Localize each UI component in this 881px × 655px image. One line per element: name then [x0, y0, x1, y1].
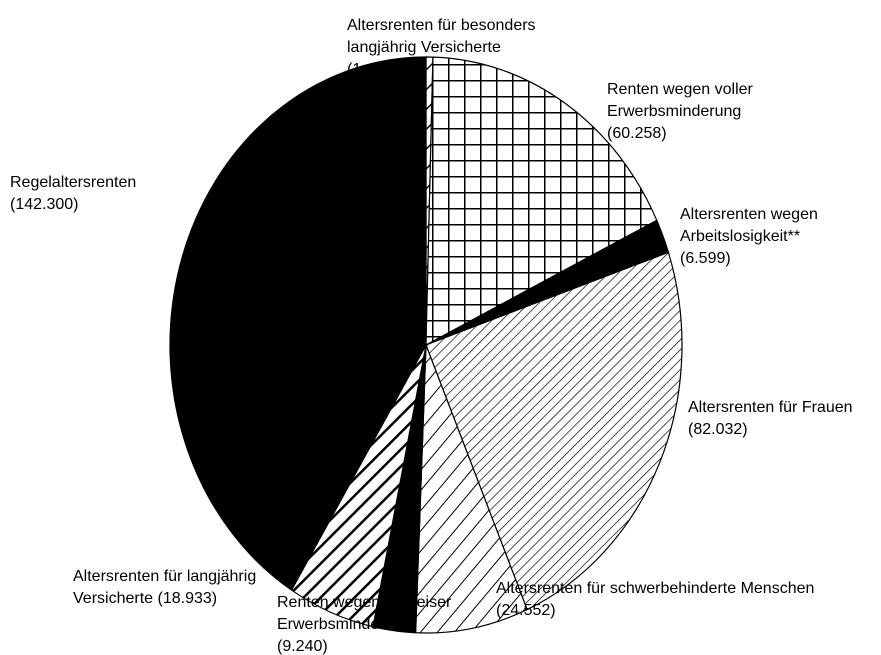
pie-slice [415, 344, 528, 634]
value-label: (9.240) [277, 638, 328, 655]
category-name: Altersrenten wegen Arbeitslosigkeit** [680, 206, 818, 245]
slice-label: Regelaltersrenten (142.300) [10, 172, 190, 216]
slice-label: Renten wegen teilweiser Erwerbsminderung… [277, 592, 477, 655]
value-label: (1.490) [347, 61, 398, 78]
category-name: Renten wegen voller Erwerbsminderung [607, 81, 753, 120]
value-label: (18.933) [157, 590, 218, 607]
category-name: Regelaltersrenten [10, 174, 137, 191]
pie-slice [425, 56, 658, 347]
category-name: Altersrenten für besonders langjährig Ve… [347, 17, 536, 56]
category-name: Altersrenten für schwerbehinderte Mensch… [496, 580, 815, 597]
category-name: Altersrenten für Frauen [688, 399, 853, 416]
value-label: (6.599) [680, 250, 731, 267]
slice-label: Altersrenten für langjährig Versicherte … [73, 566, 303, 610]
slice-label: Altersrenten für Frauen (82.032) [688, 397, 881, 441]
category-name: Renten wegen teilweiser Erwerbsminderung [277, 594, 452, 633]
slice-label: Altersrenten für besonders langjährig Ve… [347, 15, 547, 81]
value-label: (24.552) [496, 602, 556, 619]
value-label: (82.032) [688, 421, 748, 438]
value-label: (60.258) [607, 125, 667, 142]
slice-label: Altersrenten für schwerbehinderte Mensch… [496, 578, 826, 622]
slice-label: Renten wegen voller Erwerbsminderung (60… [607, 79, 787, 145]
slice-label: Altersrenten wegen Arbeitslosigkeit** (6… [680, 204, 860, 270]
category-name: Altersrenten für langjährig Versicherte [73, 568, 257, 607]
value-label: (142.300) [10, 196, 79, 213]
pie-slice [169, 56, 427, 591]
pie-slice [425, 251, 683, 611]
